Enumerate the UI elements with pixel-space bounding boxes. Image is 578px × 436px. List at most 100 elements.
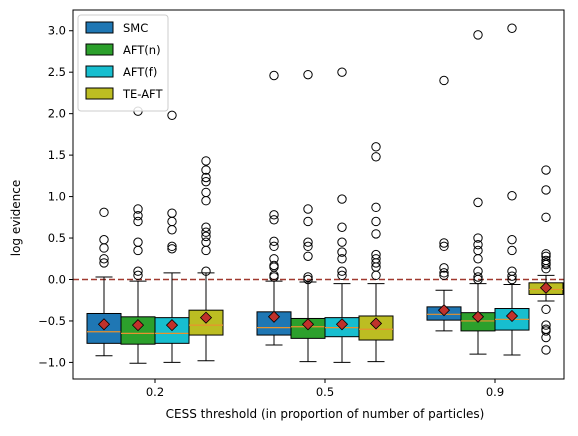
mean-marker <box>199 311 213 324</box>
outlier-point <box>269 254 279 264</box>
y-axis-label: log evidence <box>9 180 23 257</box>
y-tick-label: 1.0 <box>48 190 66 204</box>
outlier-point <box>201 172 211 183</box>
mean-marker <box>437 304 451 317</box>
outlier-point <box>507 271 517 281</box>
outlier-point <box>201 196 211 206</box>
outlier-point <box>167 110 177 121</box>
outlier-point <box>541 249 551 259</box>
outlier-point <box>371 229 381 239</box>
y-tick-label: 2.5 <box>48 65 66 79</box>
outlier-point <box>303 274 313 285</box>
x-tick-label: 0.5 <box>316 385 334 399</box>
outlier-point <box>507 266 517 276</box>
outlier-point <box>201 176 211 187</box>
outlier-point <box>167 241 177 252</box>
outlier-point <box>541 165 551 175</box>
box-te-aft-0.5 <box>358 142 394 363</box>
y-tick-label: −1.0 <box>38 355 66 369</box>
box-aft-f--0.2 <box>154 110 190 363</box>
outlier-point <box>541 251 551 261</box>
outlier-point <box>269 215 279 225</box>
legend: SMC AFT(n) AFT(f) TE-AFT <box>77 14 169 112</box>
x-tick-label: 0.9 <box>486 385 504 399</box>
outlier-point <box>133 270 143 281</box>
outlier-point <box>439 263 449 273</box>
outlier-point <box>201 237 211 247</box>
outlier-point <box>473 239 483 250</box>
box-smc-0.2 <box>86 207 122 357</box>
outlier-point <box>371 254 381 264</box>
outlier-point <box>473 266 483 276</box>
outlier-point <box>167 244 177 254</box>
outlier-point <box>269 236 279 247</box>
outlier-point <box>201 165 211 175</box>
mean-marker <box>131 319 145 332</box>
outlier-point <box>303 204 313 214</box>
outlier-point <box>473 245 483 256</box>
y-tick-label: 3.0 <box>48 24 66 38</box>
box-smc-0.9 <box>426 75 462 332</box>
outlier-point <box>337 270 347 281</box>
outlier-point <box>201 156 211 166</box>
outlier-point <box>371 249 381 260</box>
outlier-point <box>99 258 109 268</box>
mean-marker <box>97 318 111 331</box>
outlier-point <box>439 75 449 86</box>
outlier-point <box>201 266 211 276</box>
outlier-point <box>167 225 177 235</box>
outlier-point <box>303 237 313 247</box>
outlier-point <box>541 255 551 266</box>
outlier-point <box>201 245 211 256</box>
outlier-point <box>439 241 449 252</box>
box-smc-0.5 <box>256 70 292 346</box>
axes-layer: −1.0 −0.5 0.0 0.5 1.0 1.5 2.0 2.5 3.0 0.2 0.5 0.9 <box>38 9 565 399</box>
legend-frame <box>77 14 169 112</box>
legend-swatch <box>85 65 114 78</box>
outlier-point <box>371 216 381 227</box>
y-tick-label: 0.0 <box>48 272 66 286</box>
outlier-point <box>371 152 381 162</box>
outlier-point <box>439 238 449 248</box>
outlier-point <box>337 247 347 257</box>
outlier-point <box>133 266 143 276</box>
outlier-point <box>167 208 177 218</box>
outlier-point <box>99 207 109 218</box>
box-aft-f--0.5 <box>324 67 360 363</box>
outlier-point <box>337 254 347 264</box>
outlier-point <box>473 197 483 208</box>
outlier-point <box>269 70 279 81</box>
outlier-point <box>541 332 551 343</box>
outlier-point <box>507 234 517 245</box>
box-te-aft-0.9 <box>528 165 564 355</box>
legend-label: AFT(f) <box>123 65 157 79</box>
mean-marker <box>301 318 315 331</box>
outlier-point <box>303 272 313 282</box>
outlier-point <box>541 345 551 355</box>
box-aft-n--0.5 <box>290 69 326 363</box>
outlier-point <box>269 260 279 271</box>
outlier-point <box>337 266 347 276</box>
mean-marker <box>165 319 179 332</box>
outlier-point <box>269 241 279 252</box>
legend-swatch <box>85 87 114 100</box>
mean-marker <box>471 310 485 323</box>
box-te-aft-0.2 <box>188 156 224 362</box>
legend-swatch <box>85 21 114 34</box>
y-tick-label: −0.5 <box>38 314 66 328</box>
outlier-point <box>337 222 347 232</box>
legend-label: SMC <box>123 21 148 35</box>
outlier-point <box>507 245 517 256</box>
outlier-point <box>303 241 313 252</box>
outlier-point <box>201 187 211 198</box>
outlier-point <box>439 270 449 281</box>
mean-marker <box>369 317 383 330</box>
outlier-point <box>99 234 109 245</box>
outlier-point <box>133 210 143 221</box>
mean-marker <box>539 281 553 294</box>
outlier-point <box>371 202 381 213</box>
x-tick-label: 0.2 <box>146 385 164 399</box>
outlier-point <box>99 254 109 264</box>
plot-layer <box>73 23 564 364</box>
